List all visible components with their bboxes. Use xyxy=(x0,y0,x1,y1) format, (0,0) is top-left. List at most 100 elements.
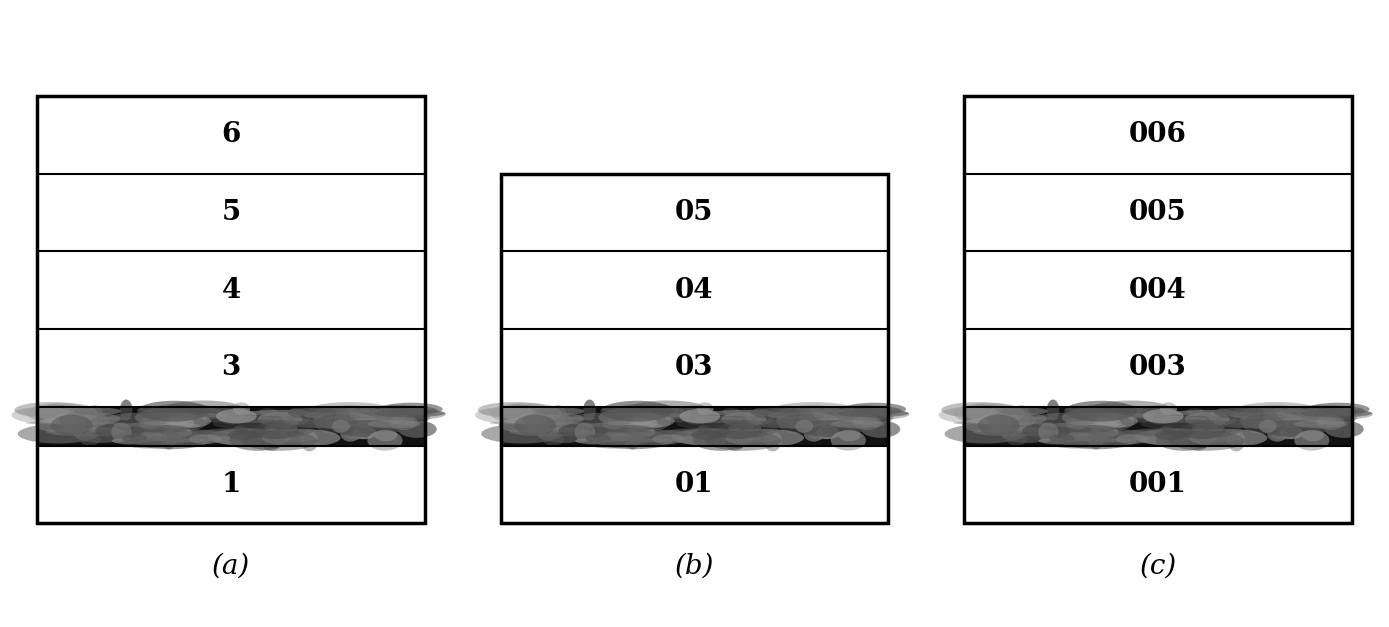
Ellipse shape xyxy=(1272,433,1297,440)
Ellipse shape xyxy=(1160,403,1176,416)
Ellipse shape xyxy=(74,408,121,415)
Ellipse shape xyxy=(138,401,210,421)
Text: 05: 05 xyxy=(675,199,714,226)
Ellipse shape xyxy=(1104,431,1160,436)
Ellipse shape xyxy=(665,410,690,423)
Ellipse shape xyxy=(379,403,443,416)
Ellipse shape xyxy=(1067,433,1142,447)
Ellipse shape xyxy=(601,406,683,413)
Bar xyxy=(501,407,888,446)
Text: 004: 004 xyxy=(1129,277,1186,303)
Ellipse shape xyxy=(722,408,740,414)
Bar xyxy=(38,96,425,524)
Ellipse shape xyxy=(1079,429,1151,439)
Ellipse shape xyxy=(1181,423,1225,439)
Ellipse shape xyxy=(839,429,861,441)
Ellipse shape xyxy=(1006,431,1028,446)
Ellipse shape xyxy=(525,414,539,428)
Ellipse shape xyxy=(176,431,233,436)
Ellipse shape xyxy=(1320,410,1346,414)
Ellipse shape xyxy=(857,410,882,414)
Ellipse shape xyxy=(378,411,431,425)
Ellipse shape xyxy=(696,426,710,431)
Ellipse shape xyxy=(1097,414,1110,419)
Ellipse shape xyxy=(1093,414,1138,428)
Ellipse shape xyxy=(215,405,250,424)
Ellipse shape xyxy=(189,435,221,444)
Ellipse shape xyxy=(296,418,360,426)
Ellipse shape xyxy=(1128,410,1154,423)
Bar xyxy=(38,174,425,251)
Ellipse shape xyxy=(1304,411,1357,425)
Ellipse shape xyxy=(135,408,194,427)
Ellipse shape xyxy=(86,421,128,436)
Ellipse shape xyxy=(568,413,635,427)
Ellipse shape xyxy=(633,414,646,419)
Ellipse shape xyxy=(140,425,189,433)
Ellipse shape xyxy=(1300,409,1372,417)
Ellipse shape xyxy=(764,430,782,451)
Text: 001: 001 xyxy=(1129,471,1186,498)
Text: 1: 1 xyxy=(221,471,240,498)
Ellipse shape xyxy=(793,409,829,415)
Ellipse shape xyxy=(1185,412,1229,426)
Ellipse shape xyxy=(813,414,871,419)
Ellipse shape xyxy=(1192,423,1225,433)
Ellipse shape xyxy=(1325,421,1364,438)
Ellipse shape xyxy=(550,405,567,426)
Ellipse shape xyxy=(351,424,413,430)
Ellipse shape xyxy=(1053,435,1115,446)
Ellipse shape xyxy=(822,405,901,415)
Ellipse shape xyxy=(393,410,419,414)
Bar xyxy=(964,329,1351,407)
Ellipse shape xyxy=(557,431,581,436)
Ellipse shape xyxy=(374,409,444,417)
Ellipse shape xyxy=(1000,408,1047,415)
Ellipse shape xyxy=(538,427,590,443)
Ellipse shape xyxy=(806,410,870,426)
Ellipse shape xyxy=(771,402,856,419)
Ellipse shape xyxy=(51,414,93,436)
Ellipse shape xyxy=(663,428,721,436)
Ellipse shape xyxy=(1039,438,1071,444)
Ellipse shape xyxy=(671,428,754,446)
Ellipse shape xyxy=(588,432,633,442)
Ellipse shape xyxy=(710,410,781,416)
Bar xyxy=(964,251,1351,329)
Ellipse shape xyxy=(165,414,211,428)
Ellipse shape xyxy=(831,420,885,428)
Bar xyxy=(38,407,425,446)
Ellipse shape xyxy=(1208,409,1238,425)
Ellipse shape xyxy=(1142,405,1178,424)
Ellipse shape xyxy=(599,408,658,427)
Ellipse shape xyxy=(1279,426,1303,439)
Ellipse shape xyxy=(346,408,358,419)
Ellipse shape xyxy=(629,414,675,428)
Ellipse shape xyxy=(1031,413,1099,427)
Ellipse shape xyxy=(139,418,163,429)
Ellipse shape xyxy=(39,404,69,419)
Ellipse shape xyxy=(1307,403,1370,416)
Bar xyxy=(501,174,888,524)
Ellipse shape xyxy=(731,432,749,448)
Ellipse shape xyxy=(26,421,88,424)
Ellipse shape xyxy=(808,433,833,440)
Ellipse shape xyxy=(1058,430,1138,449)
Ellipse shape xyxy=(1258,419,1276,433)
Bar xyxy=(501,174,888,251)
Ellipse shape xyxy=(126,425,192,440)
Ellipse shape xyxy=(190,410,228,415)
Ellipse shape xyxy=(1257,409,1292,415)
Ellipse shape xyxy=(1214,406,1264,419)
Ellipse shape xyxy=(988,427,1020,435)
Ellipse shape xyxy=(215,409,257,423)
Ellipse shape xyxy=(1014,421,1054,436)
Ellipse shape xyxy=(11,407,75,423)
Ellipse shape xyxy=(1013,405,1031,426)
Ellipse shape xyxy=(717,423,763,439)
Ellipse shape xyxy=(138,406,221,413)
Ellipse shape xyxy=(119,399,132,420)
Ellipse shape xyxy=(853,414,881,430)
Bar xyxy=(964,96,1351,174)
Ellipse shape xyxy=(38,424,53,430)
